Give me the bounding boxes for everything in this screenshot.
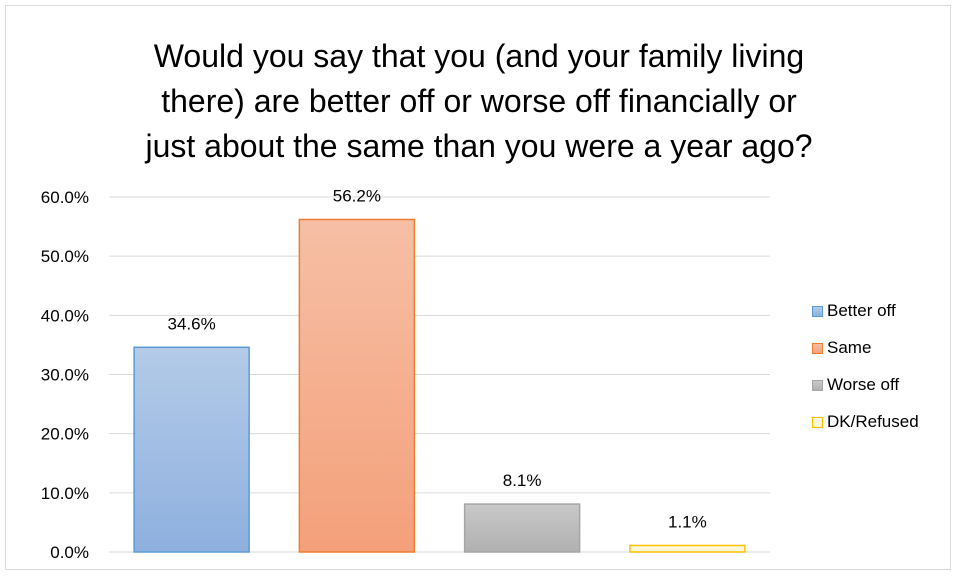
data-label: 34.6% — [168, 314, 216, 333]
legend-item-better-off: Better off — [812, 301, 896, 321]
legend-item-dk-refused: DK/Refused — [812, 412, 919, 432]
legend-label-worse-off: Worse off — [827, 375, 900, 394]
legend-swatch-better-off — [812, 305, 823, 317]
y-tick-label: 40.0% — [41, 306, 89, 325]
data-label: 8.1% — [503, 471, 542, 490]
legend-swatch-worse-off — [812, 379, 823, 391]
chart-title-line-1: Would you say that you (and your family … — [153, 38, 805, 74]
y-tick-label: 60.0% — [41, 188, 89, 207]
bar-worse-off — [463, 503, 581, 553]
y-tick-label: 50.0% — [41, 247, 89, 266]
legend-label-dk-refused: DK/Refused — [827, 412, 919, 431]
legend-label-better-off: Better off — [827, 301, 896, 320]
data-label: 1.1% — [668, 512, 707, 531]
legend-item-worse-off: Worse off — [812, 375, 899, 395]
chart-title-line-2: there) are better off or worse off finan… — [161, 83, 797, 119]
chart-frame: Would you say that you (and your family … — [5, 5, 951, 570]
legend-swatch-dk-refused — [812, 416, 823, 428]
bar-better-off — [133, 346, 250, 553]
bar-dk-refused — [629, 544, 746, 553]
y-tick-label: 10.0% — [41, 484, 89, 503]
plot-area: 34.6% 56.2% 8.1% 1.1% 0.0% 10.0% 20.0% 30.0% 40… — [41, 186, 770, 562]
y-tick-label: 0.0% — [50, 543, 89, 562]
legend-label-same: Same — [827, 338, 872, 357]
legend-item-same: Same — [812, 338, 871, 358]
chart-title-line-3: just about the same than you were a year… — [145, 128, 813, 164]
y-tick-label: 20.0% — [41, 425, 89, 444]
chart-title: Would you say that you (and your family … — [6, 34, 952, 169]
y-tick-label: 30.0% — [41, 366, 89, 385]
legend-swatch-same — [812, 342, 823, 354]
data-label: 56.2% — [333, 186, 381, 205]
bar-same — [298, 218, 416, 553]
